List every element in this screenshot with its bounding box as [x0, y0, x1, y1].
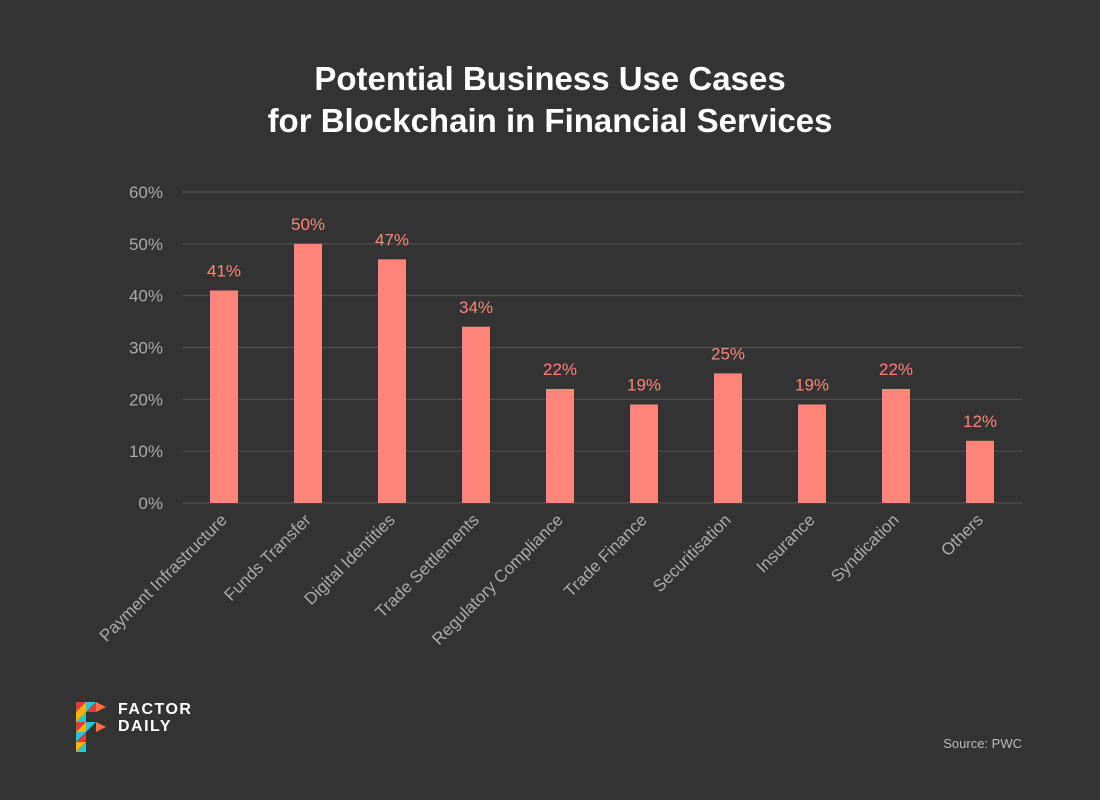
x-tick-label: Funds Transfer: [221, 510, 316, 605]
title-line-1: Potential Business Use Cases: [314, 60, 786, 97]
chart-title: Potential Business Use Cases for Blockch…: [0, 58, 1100, 142]
data-label: 25%: [711, 344, 745, 363]
bar: [798, 404, 826, 503]
source-note: Source: PWC: [943, 736, 1022, 751]
logo-line-1: FACTOR: [118, 701, 193, 718]
x-tick-label: Digital Identities: [301, 510, 399, 608]
bar: [714, 373, 742, 503]
y-tick-label: 20%: [129, 390, 163, 409]
x-tick-label: Trade Finance: [560, 510, 650, 600]
data-label: 12%: [963, 412, 997, 431]
x-tick-label: Insurance: [753, 510, 819, 576]
data-label: 50%: [291, 215, 325, 234]
y-tick-label: 40%: [129, 287, 163, 306]
title-line-2: for Blockchain in Financial Services: [267, 102, 833, 139]
x-tick-label: Payment Infrastructure: [96, 510, 231, 645]
bar: [210, 290, 238, 503]
y-tick-label: 60%: [129, 183, 163, 202]
bar: [630, 404, 658, 503]
x-tick-label: Securitisation: [649, 510, 735, 596]
x-tick-label: Syndication: [827, 510, 903, 586]
data-label: 19%: [795, 376, 829, 395]
data-label: 47%: [375, 230, 409, 249]
data-label: 19%: [627, 376, 661, 395]
data-label: 22%: [879, 360, 913, 379]
bar: [294, 243, 322, 504]
data-label: 34%: [459, 298, 493, 317]
bar: [546, 388, 574, 503]
y-tick-label: 30%: [129, 339, 163, 358]
y-tick-label: 10%: [129, 442, 163, 461]
data-label: 22%: [543, 360, 577, 379]
bar: [378, 259, 406, 503]
logo-text: FACTOR DAILY: [118, 701, 192, 735]
bar: [882, 388, 910, 503]
x-tick-label: Others: [937, 510, 987, 560]
logo-line-2: DAILY: [118, 718, 173, 735]
bar: [462, 326, 490, 503]
bar: [966, 440, 994, 503]
data-label: 41%: [207, 261, 241, 280]
y-tick-label: 0%: [138, 494, 163, 513]
factor-daily-logo-icon: [76, 702, 112, 759]
y-tick-label: 50%: [129, 235, 163, 254]
